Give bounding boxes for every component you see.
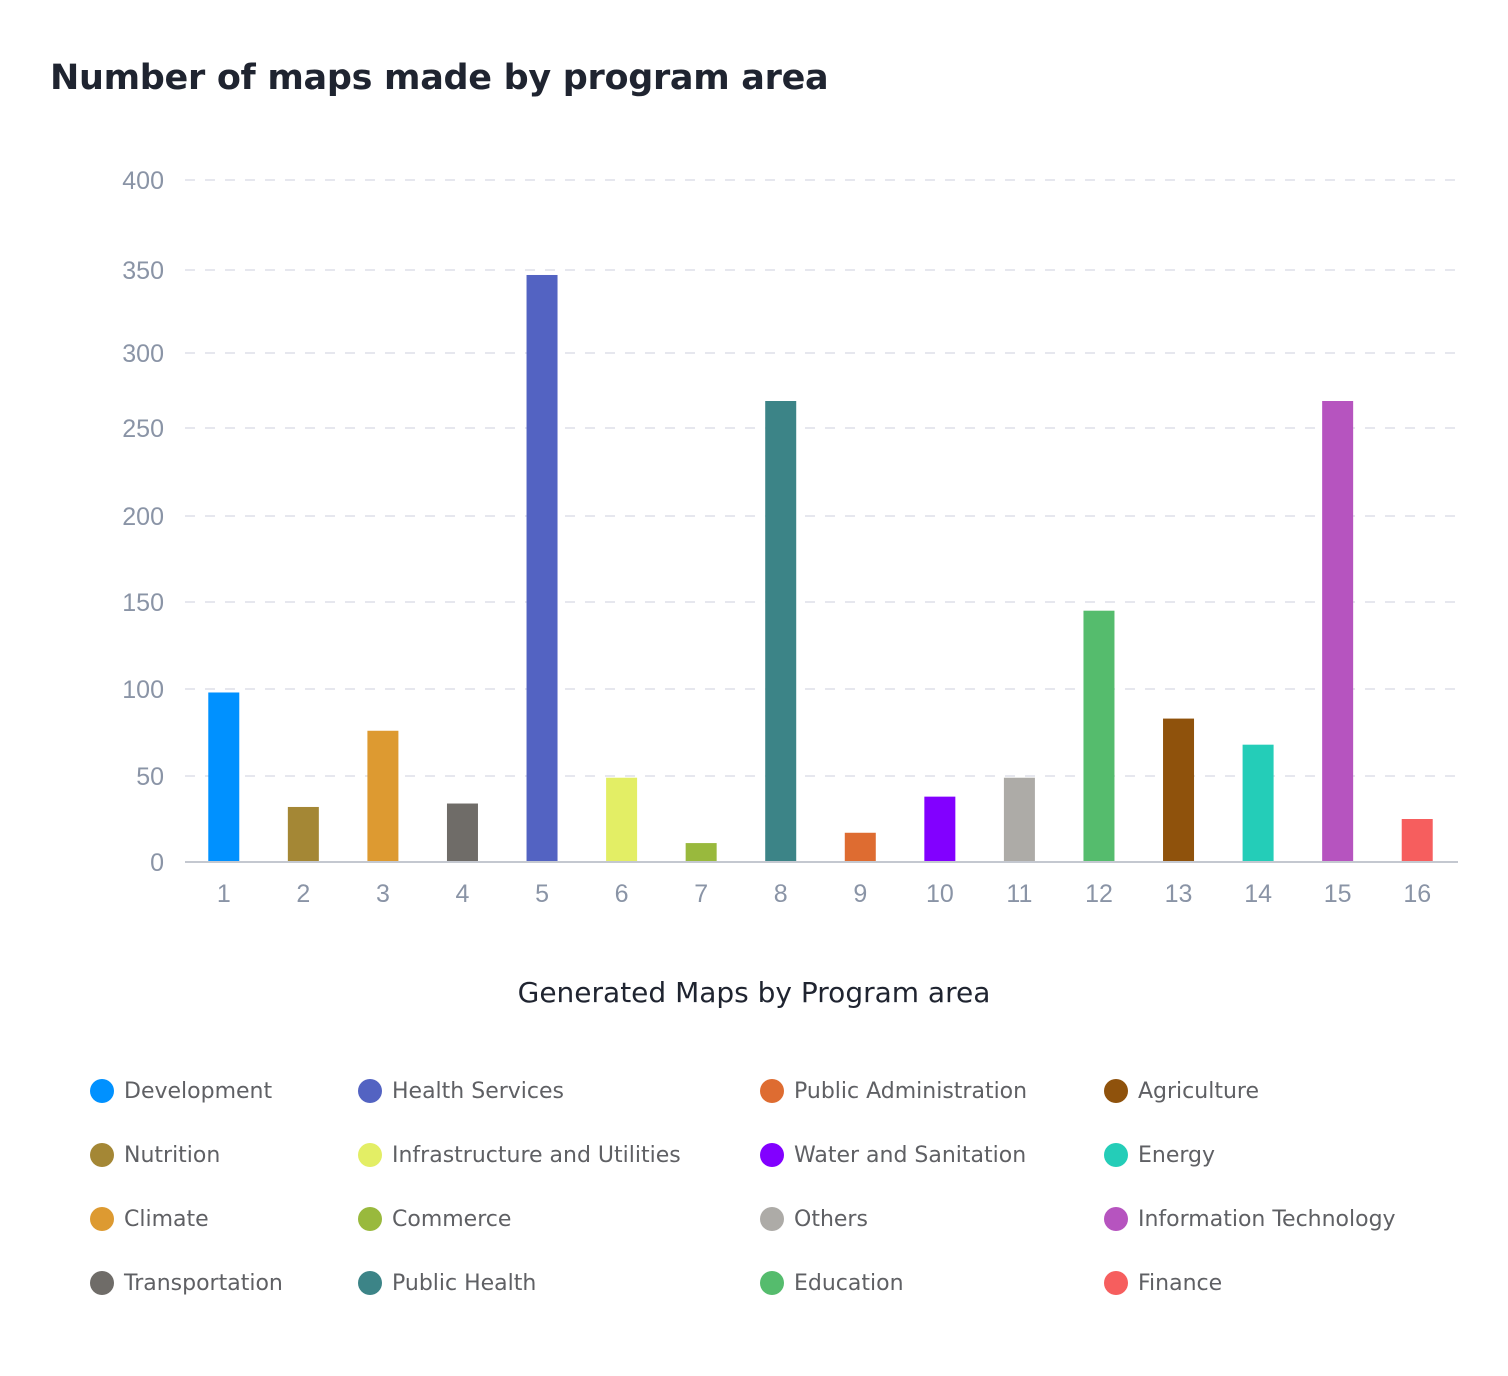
legend-label: Education (794, 1270, 904, 1296)
bar[interactable] (685, 843, 717, 862)
legend-dot-icon (1104, 1207, 1128, 1231)
bar[interactable] (446, 803, 478, 862)
legend-dot-icon (358, 1079, 382, 1103)
legend-label: Nutrition (124, 1142, 221, 1168)
legend-item[interactable]: Nutrition (90, 1137, 220, 1173)
x-tick-label: 9 (853, 880, 867, 908)
legend-label: Information Technology (1138, 1206, 1396, 1232)
grid-lines (185, 179, 1458, 777)
bar[interactable] (844, 832, 876, 862)
legend-label: Health Services (392, 1078, 565, 1104)
x-tick-label: 11 (1006, 880, 1032, 908)
legend-label: Development (124, 1078, 273, 1104)
x-tick-label: 10 (926, 880, 954, 908)
bar[interactable] (924, 796, 956, 862)
y-tick-label: 300 (122, 340, 164, 368)
legend-label: Commerce (392, 1206, 512, 1232)
x-tick-label: 4 (456, 880, 470, 908)
legend-label: Public Health (392, 1270, 537, 1296)
y-axis-ticks: 0 50 100 150 200 250 300 350 400 (122, 167, 164, 877)
bar[interactable] (765, 401, 797, 862)
y-tick-label: 200 (122, 503, 164, 531)
legend-dot-icon (90, 1207, 114, 1231)
bar[interactable] (287, 806, 319, 862)
legend-dot-icon (760, 1207, 784, 1231)
x-tick-label: 15 (1324, 880, 1352, 908)
bar[interactable] (526, 274, 558, 862)
legend-dot-icon (1104, 1143, 1128, 1167)
legend-label: Transportation (124, 1270, 283, 1296)
y-tick-label: 400 (122, 167, 164, 195)
x-tick-label: 13 (1165, 880, 1193, 908)
legend-item[interactable]: Energy (1104, 1137, 1215, 1173)
legend-label: Water and Sanitation (794, 1142, 1027, 1168)
bar[interactable] (1242, 744, 1274, 862)
bar[interactable] (1083, 610, 1115, 862)
bar[interactable] (1163, 718, 1195, 862)
legend-item[interactable]: Health Services (358, 1073, 564, 1109)
legend-label: Climate (124, 1206, 209, 1232)
legend-item[interactable]: Transportation (90, 1265, 283, 1301)
x-tick-label: 2 (296, 880, 310, 908)
legend-dot-icon (1104, 1271, 1128, 1295)
legend-dot-icon (358, 1143, 382, 1167)
x-axis-ticks: 1 2 3 4 5 6 7 8 9 10 11 12 13 14 15 16 (217, 880, 1431, 908)
bar[interactable] (606, 777, 638, 862)
x-tick-label: 14 (1244, 880, 1272, 908)
legend-dot-icon (760, 1079, 784, 1103)
legend-item[interactable]: Public Health (358, 1265, 536, 1301)
legend-dot-icon (90, 1143, 114, 1167)
bar[interactable] (1003, 777, 1035, 862)
x-tick-label: 7 (694, 880, 708, 908)
legend-label: Public Administration (794, 1078, 1028, 1104)
legend-item[interactable]: Education (760, 1265, 904, 1301)
x-tick-label: 1 (217, 880, 231, 908)
chart-title: Number of maps made by program area (50, 58, 829, 98)
chart-subtitle: Generated Maps by Program area (517, 976, 991, 1009)
legend-label: Agriculture (1138, 1078, 1259, 1104)
y-tick-label: 50 (136, 763, 164, 791)
legend-dot-icon (760, 1143, 784, 1167)
legend-label: Finance (1138, 1270, 1223, 1296)
y-tick-label: 150 (122, 589, 164, 617)
bars (208, 274, 1433, 862)
legend-item[interactable]: Information Technology (1104, 1201, 1396, 1237)
legend-item[interactable]: Others (760, 1201, 868, 1237)
legend-item[interactable]: Development (90, 1073, 272, 1109)
legend-dot-icon (90, 1271, 114, 1295)
legend-dot-icon (1104, 1079, 1128, 1103)
legend-item[interactable]: Finance (1104, 1265, 1222, 1301)
legend-item[interactable]: Climate (90, 1201, 209, 1237)
bar[interactable] (367, 730, 399, 862)
x-tick-label: 12 (1085, 880, 1113, 908)
legend-dot-icon (358, 1207, 382, 1231)
y-tick-label: 100 (122, 676, 164, 704)
legend-item[interactable]: Commerce (358, 1201, 511, 1237)
y-tick-label: 250 (122, 415, 164, 443)
legend: Development Nutrition Climate Transportatio… (90, 1073, 1490, 1333)
x-tick-label: 6 (615, 880, 629, 908)
legend-item[interactable]: Public Administration (760, 1073, 1027, 1109)
x-tick-label: 3 (376, 880, 390, 908)
legend-dot-icon (760, 1271, 784, 1295)
bar[interactable] (208, 692, 240, 862)
legend-item[interactable]: Infrastructure and Utilities (358, 1137, 681, 1173)
y-tick-label: 350 (122, 257, 164, 285)
x-tick-label: 8 (774, 880, 788, 908)
legend-item[interactable]: Water and Sanitation (760, 1137, 1026, 1173)
bar[interactable] (1401, 819, 1433, 862)
y-tick-label: 0 (150, 849, 164, 877)
x-tick-label: 16 (1403, 880, 1431, 908)
legend-label: Infrastructure and Utilities (392, 1142, 681, 1168)
legend-item[interactable]: Agriculture (1104, 1073, 1259, 1109)
legend-label: Others (794, 1206, 868, 1232)
legend-label: Energy (1138, 1142, 1216, 1168)
x-tick-label: 5 (535, 880, 549, 908)
legend-dot-icon (90, 1079, 114, 1103)
legend-dot-icon (358, 1271, 382, 1295)
bar[interactable] (1322, 401, 1354, 862)
